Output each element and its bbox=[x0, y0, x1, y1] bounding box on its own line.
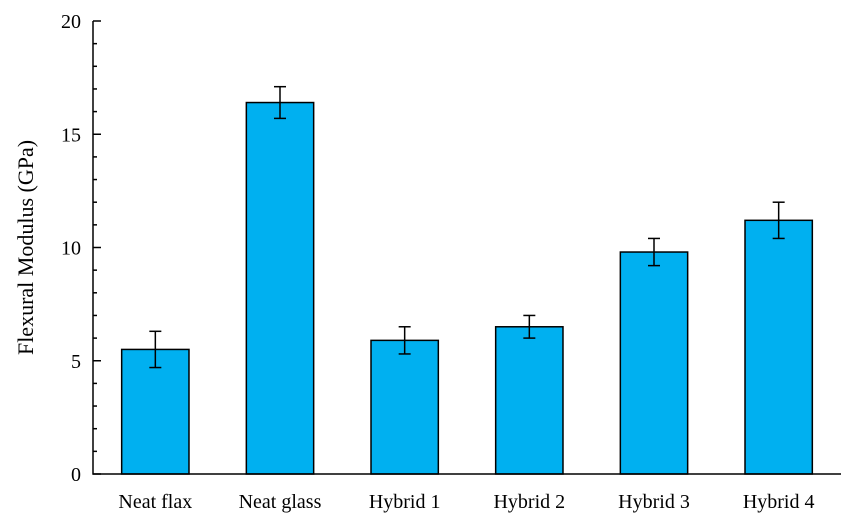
y-tick-label: 20 bbox=[61, 11, 81, 33]
y-axis-line bbox=[92, 21, 841, 475]
x-tick-label: Hybrid 2 bbox=[493, 491, 565, 513]
x-tick-label: Neat flax bbox=[118, 491, 192, 513]
error-bar-neat-flax bbox=[149, 330, 162, 369]
x-tick-label: Neat glass bbox=[239, 491, 322, 513]
y-tick-label: 15 bbox=[61, 124, 81, 146]
error-bar-hybrid-1 bbox=[398, 326, 411, 355]
y-tick-label: 0 bbox=[71, 464, 81, 486]
error-bar-hybrid-4 bbox=[772, 201, 785, 240]
error-bar-hybrid-3 bbox=[648, 237, 660, 267]
y-tick-label: 10 bbox=[61, 238, 81, 260]
bar-hybrid-1 bbox=[370, 339, 440, 475]
bars-group bbox=[120, 101, 814, 475]
error-bar-neat-glass bbox=[274, 85, 286, 120]
bar-neat-glass bbox=[245, 101, 315, 475]
x-tick-label: Hybrid 1 bbox=[369, 491, 441, 513]
bar-hybrid-2 bbox=[494, 326, 564, 475]
y-ticks-group: 0 5 10 15 20 bbox=[61, 11, 101, 486]
x-tick-label: Hybrid 4 bbox=[743, 491, 815, 513]
axes-group bbox=[92, 21, 841, 475]
y-tick-label: 5 bbox=[71, 351, 81, 373]
x-tick-labels-group: Neat flax Neat glass Hybrid 1 Hybrid 2 Hybri… bbox=[118, 491, 814, 513]
y-axis-title: Flexural Modulus (GPa) bbox=[13, 140, 38, 355]
bar-hybrid-3 bbox=[619, 251, 689, 475]
error-bar-hybrid-2 bbox=[523, 314, 536, 339]
bar-neat-flax bbox=[120, 348, 190, 475]
bar-hybrid-4 bbox=[744, 219, 814, 475]
x-tick-label: Hybrid 3 bbox=[618, 491, 690, 513]
error-bars-group bbox=[149, 85, 785, 369]
